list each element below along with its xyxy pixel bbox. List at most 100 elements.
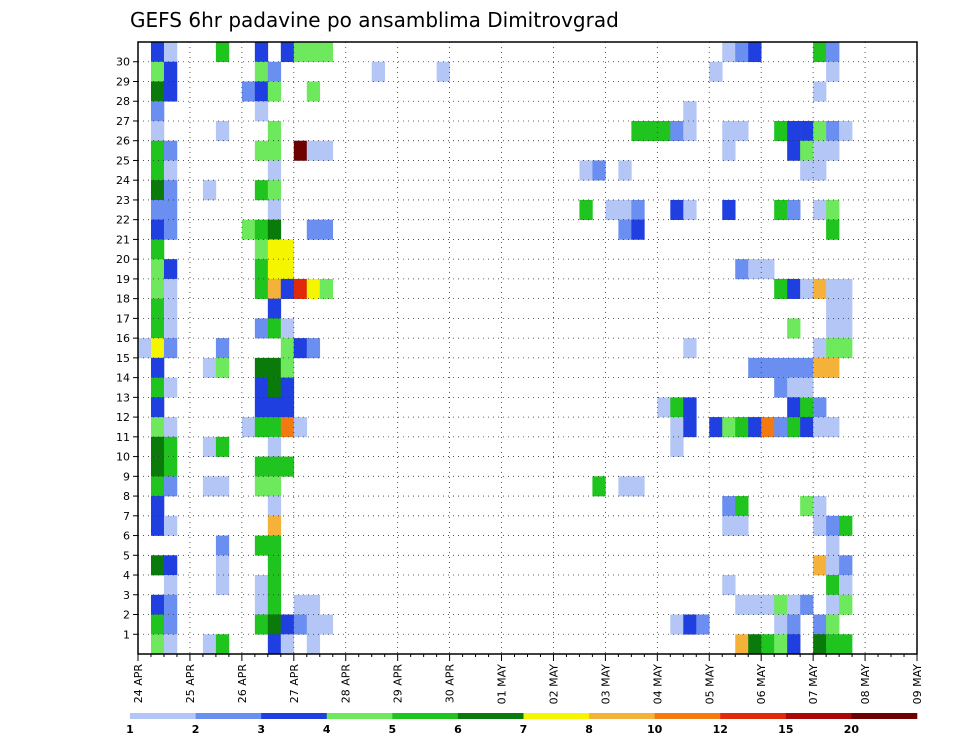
heatmap-cell: [683, 199, 697, 220]
heatmap-cell: [267, 219, 282, 240]
heatmap-cell: [280, 456, 295, 477]
heatmap-cell: [163, 259, 178, 280]
heatmap-cell: [202, 476, 217, 497]
heatmap-cell: [787, 278, 801, 299]
heatmap-cell: [150, 377, 165, 398]
heatmap-cell: [800, 140, 814, 161]
heatmap-cell: [800, 160, 814, 181]
heatmap-cell: [306, 614, 321, 635]
heatmap-cell: [722, 496, 736, 517]
heatmap-cell: [150, 614, 165, 635]
y-tick-label: 15: [116, 352, 130, 365]
heatmap-cell: [215, 634, 230, 655]
heatmap-cell: [267, 417, 282, 438]
colorbar-label: 5: [389, 723, 397, 736]
heatmap-cell: [163, 377, 178, 398]
x-tick-label: 29 APR: [392, 664, 405, 704]
y-tick-label: 28: [116, 95, 130, 108]
heatmap-cell: [150, 278, 165, 299]
heatmap-cell: [163, 614, 178, 635]
heatmap-cell: [254, 61, 269, 82]
heatmap-cell: [670, 417, 684, 438]
colorbar-label: 2: [192, 723, 200, 736]
heatmap-cell: [774, 377, 788, 398]
heatmap-cell: [150, 318, 165, 339]
heatmap-cell: [826, 61, 840, 82]
heatmap-cell: [254, 397, 269, 418]
heatmap-cell: [267, 160, 282, 181]
heatmap-cell: [254, 219, 269, 240]
y-tick-label: 14: [116, 372, 130, 385]
x-tick-label: 30 APR: [444, 664, 457, 704]
x-tick-label: 02 MAY: [547, 664, 560, 705]
heatmap-cell: [241, 417, 256, 438]
x-tick-label: 28 APR: [340, 664, 353, 704]
heatmap-cell: [163, 476, 178, 497]
heatmap-cell: [254, 239, 269, 260]
heatmap-cell: [813, 397, 827, 418]
y-tick-label: 16: [116, 332, 130, 345]
heatmap-cell: [774, 417, 788, 438]
heatmap-cell: [631, 120, 645, 142]
colorbar-swatch: [654, 713, 721, 719]
heatmap-cell: [150, 594, 165, 615]
heatmap-cell: [735, 634, 749, 655]
heatmap-cell: [202, 436, 217, 457]
heatmap-cell: [605, 199, 619, 220]
heatmap-cell: [839, 555, 853, 576]
heatmap-cell: [254, 101, 269, 122]
heatmap-cell: [839, 594, 853, 615]
heatmap-cell: [813, 496, 827, 517]
heatmap-cell: [735, 515, 749, 536]
heatmap-cell: [826, 555, 840, 576]
heatmap-cell: [748, 42, 762, 63]
heatmap-cell: [150, 338, 165, 359]
colorbar-swatch: [523, 713, 590, 719]
heatmap-cell: [774, 120, 788, 142]
heatmap-cell: [254, 278, 269, 299]
heatmap-cell: [839, 515, 853, 536]
heatmap-cell: [774, 357, 788, 378]
heatmap-cell: [267, 357, 282, 378]
heatmap-cell: [163, 160, 178, 181]
heatmap-cell: [813, 338, 827, 359]
heatmap-cell: [683, 101, 697, 122]
heatmap-cell: [150, 634, 165, 655]
heatmap-cell: [787, 318, 801, 339]
heatmap-cell: [293, 614, 308, 635]
heatmap-cell: [319, 42, 334, 63]
heatmap-cell: [163, 298, 178, 319]
heatmap-cell: [787, 594, 801, 615]
heatmap-cell: [826, 634, 840, 655]
heatmap-cell: [293, 594, 308, 615]
colorbar-swatch: [130, 713, 196, 719]
heatmap-cell: [163, 278, 178, 299]
chart-title: GEFS 6hr padavine po ansamblima Dimitrov…: [130, 8, 619, 32]
heatmap-cell: [267, 180, 282, 201]
heatmap-cell: [241, 219, 256, 240]
heatmap-cell: [826, 614, 840, 635]
heatmap-cell: [787, 199, 801, 220]
heatmap-cell: [267, 278, 282, 299]
heatmap-cell: [735, 120, 749, 142]
heatmap-cell: [722, 199, 736, 220]
x-tick-label: 27 APR: [288, 664, 301, 704]
heatmap-cell: [319, 140, 334, 161]
colorbar-swatch: [326, 713, 393, 719]
heatmap-cell: [202, 357, 217, 378]
colorbar-label: 1: [126, 723, 134, 736]
heatmap-cell: [267, 298, 282, 319]
colorbar-label: 20: [844, 723, 860, 736]
heatmap-cell: [280, 278, 295, 299]
heatmap-cell: [293, 278, 308, 299]
heatmap-cell: [306, 42, 321, 63]
heatmap-cell: [293, 42, 308, 63]
heatmap-cell: [150, 417, 165, 438]
x-tick-label: 03 MAY: [599, 664, 612, 705]
heatmap-cell: [215, 357, 230, 378]
y-tick-label: 12: [116, 411, 130, 424]
heatmap-cell: [150, 61, 165, 82]
heatmap-cell: [683, 338, 697, 359]
heatmap-cell: [826, 298, 840, 319]
heatmap-cell: [371, 61, 385, 82]
